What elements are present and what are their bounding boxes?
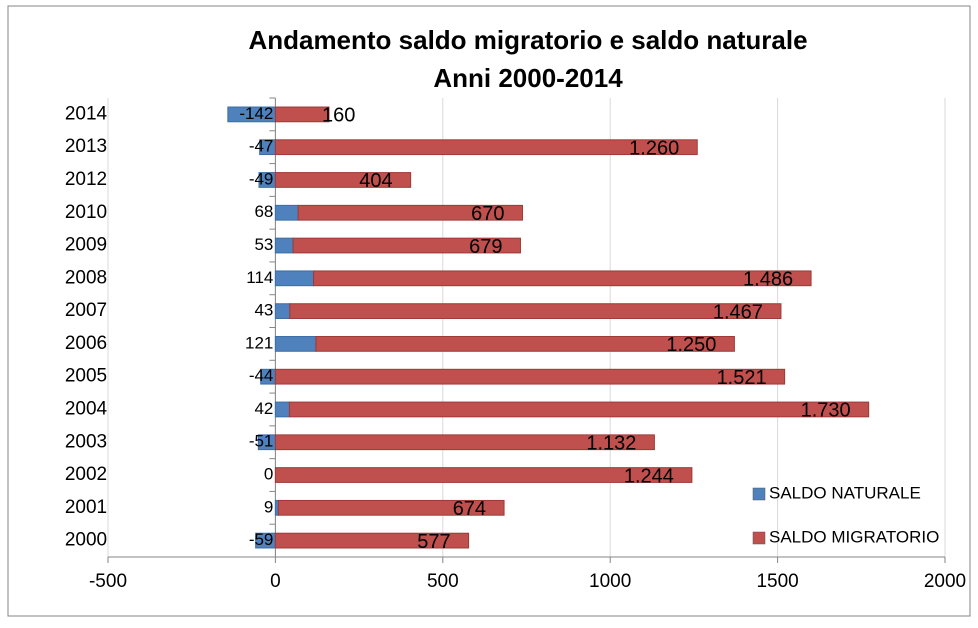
data-label: 121 bbox=[245, 333, 273, 352]
data-label: 679 bbox=[469, 236, 502, 258]
y-tick-label: 2009 bbox=[65, 235, 107, 256]
bar bbox=[274, 467, 693, 483]
data-label: 1.250 bbox=[666, 334, 716, 356]
data-label: 53 bbox=[254, 235, 273, 254]
x-tick-label: 2000 bbox=[924, 571, 966, 592]
bar bbox=[315, 336, 735, 352]
chart-title: Andamento saldo migratorio e saldo natur… bbox=[248, 25, 807, 55]
data-label: 1.467 bbox=[713, 301, 763, 323]
y-tick-label: 2014 bbox=[65, 103, 108, 124]
bar bbox=[274, 401, 290, 418]
legend-swatch bbox=[752, 531, 766, 545]
data-label: 1.244 bbox=[624, 465, 674, 487]
bar bbox=[274, 368, 786, 385]
x-tick-label: 0 bbox=[270, 571, 281, 592]
y-tick-label: 2006 bbox=[65, 333, 107, 354]
data-label: 0 bbox=[264, 465, 273, 484]
data-label: 1.521 bbox=[717, 367, 767, 389]
bar bbox=[274, 139, 698, 156]
bar bbox=[274, 303, 291, 319]
data-label: 577 bbox=[417, 531, 450, 553]
bar bbox=[274, 106, 330, 123]
y-tick-label: 2003 bbox=[65, 431, 107, 452]
data-label: -51 bbox=[249, 432, 274, 451]
legend-label: SALDO NATURALE bbox=[769, 483, 921, 502]
legend-label: SALDO MIGRATORIO bbox=[769, 527, 939, 546]
bar bbox=[274, 237, 294, 254]
y-tick-label: 2013 bbox=[65, 136, 107, 157]
data-label: 1.132 bbox=[586, 433, 636, 455]
data-label: 114 bbox=[246, 268, 273, 287]
y-tick-label: 2012 bbox=[65, 169, 107, 190]
y-tick-label: 2010 bbox=[65, 202, 107, 223]
data-label: 43 bbox=[254, 301, 273, 320]
x-tick-label: 500 bbox=[427, 571, 459, 592]
bar bbox=[274, 336, 317, 352]
chart-title: Anni 2000-2014 bbox=[433, 63, 623, 93]
legend-swatch bbox=[752, 487, 766, 501]
y-tick-label: 2008 bbox=[65, 267, 107, 288]
bar bbox=[274, 172, 412, 188]
x-tick-label: 1000 bbox=[589, 571, 631, 592]
data-label: -44 bbox=[249, 366, 274, 385]
data-label: -47 bbox=[249, 137, 274, 156]
y-tick-label: 2007 bbox=[65, 300, 107, 321]
data-label: 1.260 bbox=[629, 137, 679, 159]
y-tick-label: 2004 bbox=[65, 398, 108, 419]
data-label: 1.730 bbox=[801, 400, 851, 422]
bar bbox=[274, 434, 655, 451]
data-label: 9 bbox=[264, 497, 273, 516]
bar bbox=[288, 401, 870, 418]
x-tick-label: 1500 bbox=[756, 571, 798, 592]
bar bbox=[274, 532, 470, 549]
data-label: 42 bbox=[254, 399, 273, 418]
bar bbox=[297, 204, 523, 221]
bar bbox=[292, 237, 521, 254]
y-tick-label: 2000 bbox=[65, 530, 107, 551]
bar bbox=[289, 303, 782, 319]
data-label: -59 bbox=[249, 530, 274, 549]
bar bbox=[277, 499, 505, 516]
data-label: 68 bbox=[254, 202, 273, 221]
data-label: 160 bbox=[322, 105, 355, 127]
data-label: 1.486 bbox=[743, 269, 793, 291]
y-tick-label: 2001 bbox=[65, 497, 107, 518]
y-tick-label: 2002 bbox=[65, 464, 107, 485]
data-label: -49 bbox=[249, 169, 274, 188]
data-label: 674 bbox=[453, 498, 486, 520]
data-label: 670 bbox=[471, 203, 504, 225]
y-tick-label: 2005 bbox=[65, 366, 107, 387]
data-label: 404 bbox=[359, 170, 392, 192]
bar bbox=[274, 204, 299, 221]
x-tick-label: -500 bbox=[89, 571, 127, 592]
bar bbox=[313, 270, 812, 287]
data-label: -142 bbox=[239, 104, 273, 123]
bar bbox=[274, 270, 315, 287]
